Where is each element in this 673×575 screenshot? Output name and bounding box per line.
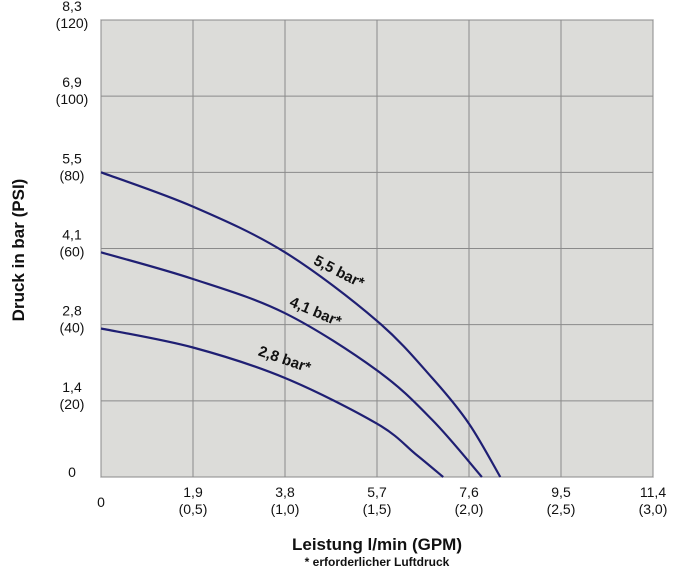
x-tick-sublabel: (3,0) (639, 501, 668, 517)
x-tick-label: 1,9 (183, 484, 203, 500)
curve-series-0 (100, 171, 502, 478)
y-tick-label: 5,5 (62, 150, 82, 166)
curves (100, 171, 502, 478)
y-tick-label: 6,9 (62, 74, 82, 90)
y-tick-sublabel: (120) (56, 15, 89, 31)
y-tick-sublabel: (100) (56, 91, 89, 107)
x-tick-label: 0 (97, 494, 105, 510)
x-tick-label: 5,7 (367, 484, 387, 500)
x-axis-title: Leistung l/min (GPM) (292, 535, 462, 554)
x-tick-sublabel: (2,5) (547, 501, 576, 517)
x-tick-label: 11,4 (640, 484, 666, 500)
y-tick-label: 1,4 (62, 379, 82, 395)
y-tick-labels: 0 1,4(20) 2,8(40) 4,1(60) 5,5(80) 6,9(100) 8,3… (56, 0, 89, 480)
grid-lines (100, 19, 654, 478)
y-tick-sublabel: (40) (60, 320, 85, 336)
y-tick-label: 2,8 (62, 303, 82, 319)
y-tick-sublabel: (80) (60, 167, 85, 183)
x-tick-labels: 0 1,9(0,5) 3,8(1,0) 5,7(1,5) 7,6(2,0) 9,5(2,5… (97, 484, 667, 517)
x-tick-label: 9,5 (551, 484, 571, 500)
x-tick-sublabel: (1,0) (271, 501, 300, 517)
x-tick-sublabel: (2,0) (455, 501, 484, 517)
x-tick-label: 3,8 (275, 484, 295, 500)
y-tick-sublabel: (60) (60, 244, 85, 260)
y-tick-label: 8,3 (62, 0, 82, 14)
curve-series-1 (100, 251, 483, 478)
x-tick-sublabel: (1,5) (363, 501, 392, 517)
y-tick-label: 4,1 (62, 227, 82, 243)
y-axis-title: Druck in bar (PSI) (9, 179, 28, 322)
x-tick-sublabel: (0,5) (179, 501, 208, 517)
y-tick-sublabel: (20) (60, 396, 85, 412)
curve-series-2 (100, 327, 444, 478)
x-tick-label: 7,6 (459, 484, 479, 500)
y-tick-label: 0 (68, 464, 76, 480)
footnote: * erforderlicher Luftdruck (305, 555, 450, 569)
